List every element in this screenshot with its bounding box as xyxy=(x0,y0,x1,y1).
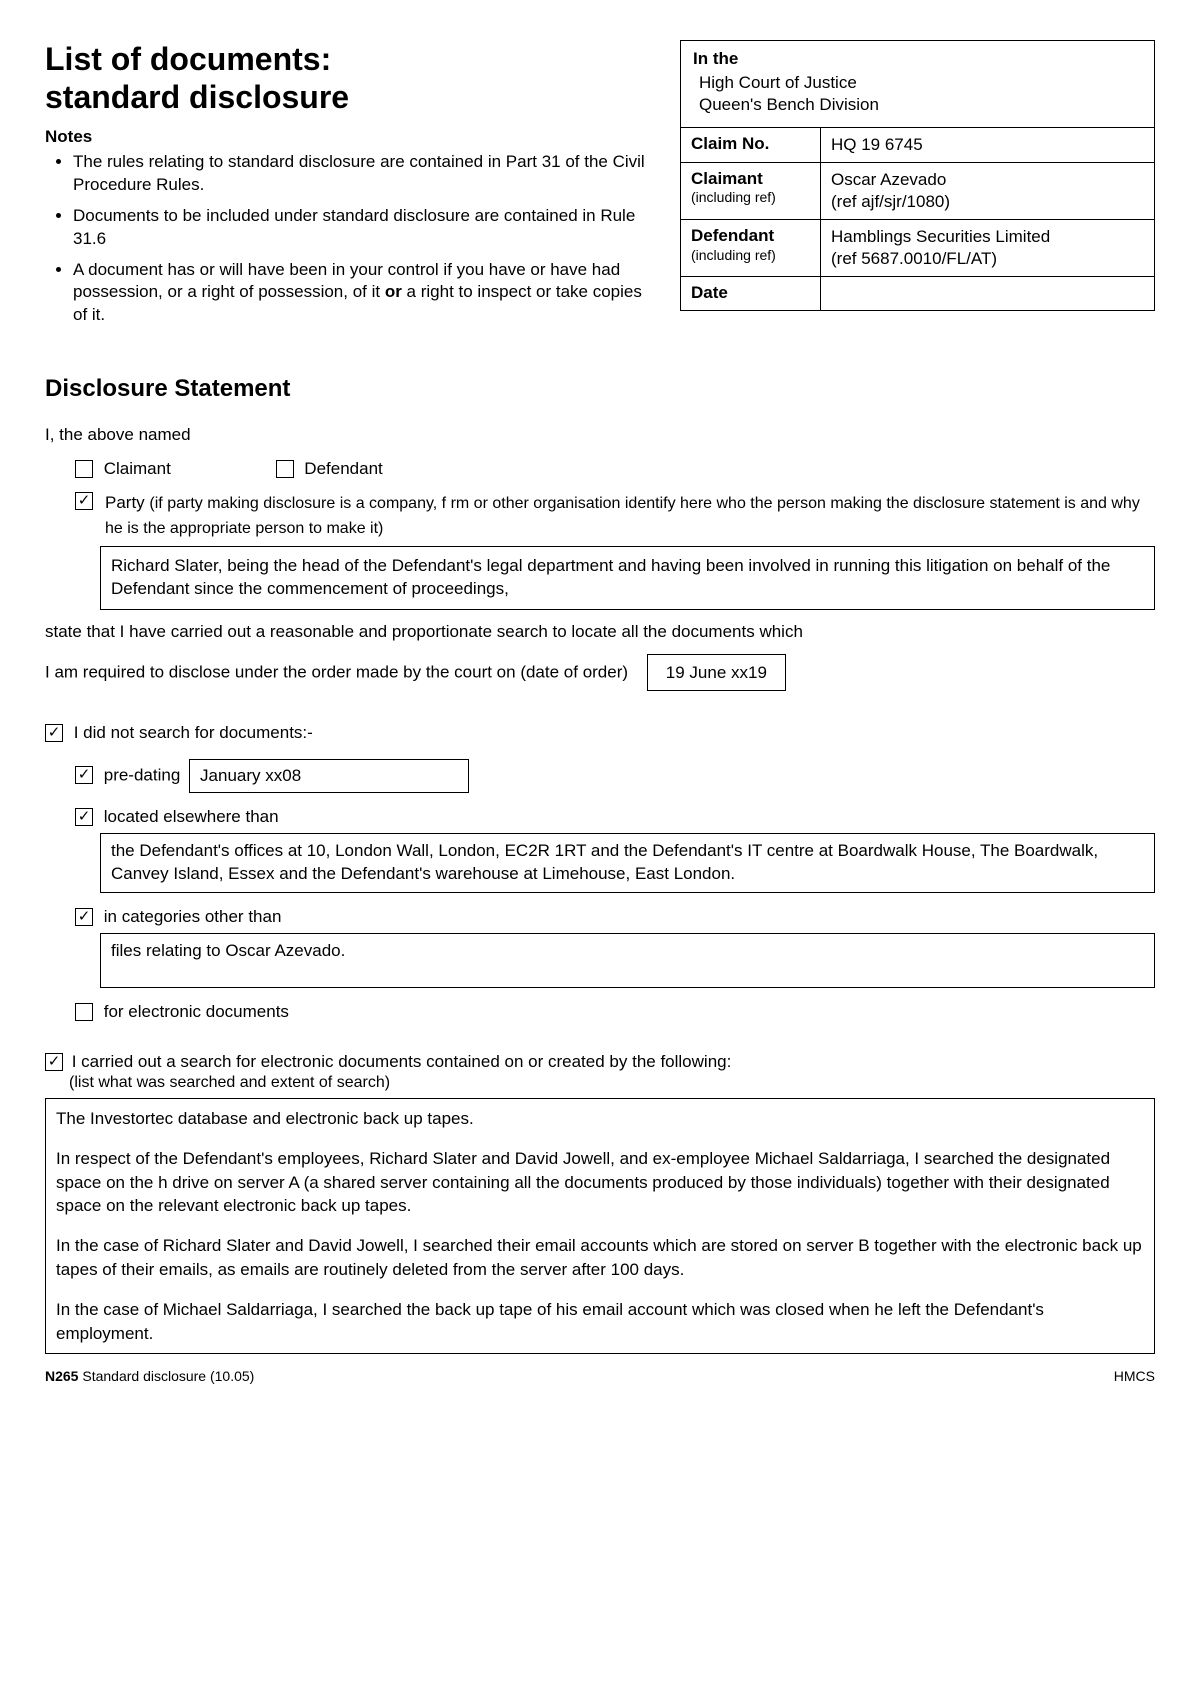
no-search-heading: I did not search for documents:- xyxy=(74,723,313,742)
case-info-box: In the High Court of Justice Queen's Ben… xyxy=(680,40,1155,311)
electronic-checkbox[interactable] xyxy=(75,1003,93,1021)
claimant-label: Claimant (including ref) xyxy=(681,163,821,219)
in-the-label: In the xyxy=(693,49,1142,69)
categories-checkbox[interactable]: ✓ xyxy=(75,908,93,926)
disclosure-heading: Disclosure Statement xyxy=(45,375,1155,403)
party-role-label: Party xyxy=(105,493,145,512)
no-search-checkbox[interactable]: ✓ xyxy=(45,724,63,742)
including-ref-text: (including ref) xyxy=(691,189,810,206)
including-ref-text-2: (including ref) xyxy=(691,247,810,264)
intro-text: I, the above named xyxy=(45,423,1155,447)
claimant-role-label: Claimant xyxy=(104,459,171,478)
note-item: The rules relating to standard disclosur… xyxy=(73,151,660,197)
note-item: A document has or will have been in your… xyxy=(73,259,660,328)
state-line-1: state that I have carried out a reasonab… xyxy=(45,620,1155,644)
search-electronic-checkbox[interactable]: ✓ xyxy=(45,1053,63,1071)
defendant-role-label: Defendant xyxy=(304,459,382,478)
state-line-2: I am required to disclose under the orde… xyxy=(45,662,628,681)
claimant-ref: (ref ajf/sjr/1080) xyxy=(831,192,950,211)
form-number: N265 xyxy=(45,1368,78,1384)
located-label: located elsewhere than xyxy=(104,807,279,826)
claim-no-label: Claim No. xyxy=(681,128,821,162)
predating-checkbox[interactable]: ✓ xyxy=(75,766,93,784)
party-description-box[interactable]: Richard Slater, being the head of the De… xyxy=(100,546,1155,610)
predating-input[interactable]: January xx08 xyxy=(189,759,469,793)
note-item: Documents to be included under standard … xyxy=(73,205,660,251)
notes-list: The rules relating to standard disclosur… xyxy=(45,151,660,328)
categories-label: in categories other than xyxy=(104,907,282,926)
located-checkbox[interactable]: ✓ xyxy=(75,808,93,826)
date-label: Date xyxy=(681,277,821,309)
form-description: Standard disclosure (10.05) xyxy=(78,1368,254,1384)
claimant-checkbox[interactable] xyxy=(75,460,93,478)
defendant-ref: (ref 5687.0010/FL/AT) xyxy=(831,249,997,268)
defendant-value: Hamblings Securities Limited (ref 5687.0… xyxy=(821,220,1154,276)
date-value xyxy=(821,277,1154,309)
title-line-2: standard disclosure xyxy=(45,79,349,115)
title-line-1: List of documents: xyxy=(45,41,331,77)
search-electronic-heading: I carried out a search for electronic do… xyxy=(72,1052,732,1071)
search-para: In the case of Michael Saldarriaga, I se… xyxy=(56,1298,1144,1346)
search-para: In respect of the Defendant's employees,… xyxy=(56,1147,1144,1218)
page-title: List of documents: standard disclosure xyxy=(45,40,660,117)
order-date-input[interactable]: 19 June xx19 xyxy=(647,654,786,692)
defendant-label-text: Defendant xyxy=(691,226,774,245)
defendant-label: Defendant (including ref) xyxy=(681,220,821,276)
defendant-name: Hamblings Securities Limited xyxy=(831,227,1050,246)
search-electronic-sub: (list what was searched and extent of se… xyxy=(69,1074,1155,1092)
claimant-value: Oscar Azevado (ref ajf/sjr/1080) xyxy=(821,163,1154,219)
claimant-label-text: Claimant xyxy=(691,169,763,188)
search-electronic-box[interactable]: The Investortec database and electronic … xyxy=(45,1098,1155,1354)
categories-input[interactable]: files relating to Oscar Azevado. xyxy=(100,933,1155,988)
predating-label: pre-dating xyxy=(104,766,181,785)
defendant-checkbox[interactable] xyxy=(276,460,294,478)
state-line-2-row: I am required to disclose under the orde… xyxy=(45,654,1155,692)
party-note: (if party making disclosure is a company… xyxy=(105,495,1140,536)
electronic-label: for electronic documents xyxy=(104,1002,289,1021)
located-input[interactable]: the Defendant's offices at 10, London Wa… xyxy=(100,833,1155,893)
notes-heading: Notes xyxy=(45,127,660,147)
court-name-1: High Court of Justice xyxy=(699,73,1142,93)
search-para: In the case of Richard Slater and David … xyxy=(56,1234,1144,1282)
footer-right: HMCS xyxy=(1114,1368,1155,1384)
court-name-2: Queen's Bench Division xyxy=(699,95,1142,115)
claim-no-value: HQ 19 6745 xyxy=(821,128,1154,162)
page-footer: N265 Standard disclosure (10.05) HMCS xyxy=(45,1368,1155,1384)
claimant-name: Oscar Azevado xyxy=(831,170,946,189)
search-para: The Investortec database and electronic … xyxy=(56,1107,1144,1131)
party-checkbox[interactable]: ✓ xyxy=(75,492,93,510)
